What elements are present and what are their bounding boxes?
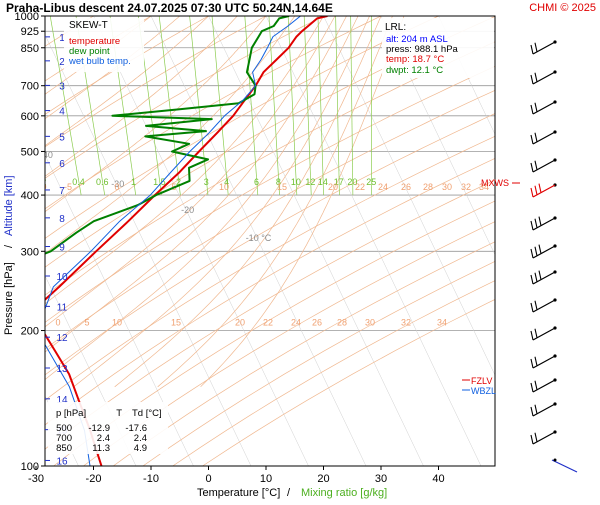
altitude-tick-label: 9 bbox=[59, 243, 65, 254]
mixing-ratio-label: 0.4 bbox=[72, 177, 85, 187]
altitude-tick-label: 5 bbox=[59, 132, 65, 143]
moist-adiabat-label: 5 bbox=[84, 318, 89, 328]
mixing-ratio-label: 6 bbox=[254, 177, 259, 187]
moist-adiabat-label: 10 bbox=[112, 318, 122, 328]
moist-adiabat-label: 28 bbox=[423, 182, 433, 192]
moist-adiabat-label: 0 bbox=[55, 318, 60, 328]
mixing-ratio-label: 14 bbox=[318, 177, 328, 187]
moist-adiabat-label: 22 bbox=[263, 318, 273, 328]
moist-adiabat-label: 32 bbox=[461, 182, 471, 192]
mixing-ratio-label: 25 bbox=[366, 177, 376, 187]
moist-adiabat-label: 28 bbox=[337, 318, 347, 328]
lrl-temperature: temp: 18.7 °C bbox=[386, 54, 444, 65]
x-tick-label: 0 bbox=[205, 473, 211, 485]
lrl-info-box: LRL: alt: 204 m ASL press: 988.1 hPa tem… bbox=[382, 18, 494, 78]
moist-adiabat-label: 24 bbox=[291, 318, 301, 328]
moist-adiabat-label: 24 bbox=[378, 182, 388, 192]
altitude-tick-label: 6 bbox=[59, 159, 65, 170]
altitude-tick-label: 13 bbox=[56, 364, 68, 375]
mixing-ratio-label: 12 bbox=[305, 177, 315, 187]
altitude-tick-label: 4 bbox=[59, 107, 65, 118]
moist-adiabat-label: 10 bbox=[219, 182, 229, 192]
pressure-tick-label: 200 bbox=[21, 326, 39, 338]
table-header-td: Td [°C] bbox=[132, 408, 162, 419]
svg-text:FZLV: FZLV bbox=[471, 376, 492, 386]
pressure-tick-label: 600 bbox=[21, 111, 39, 123]
altitude-tick-label: 8 bbox=[59, 214, 65, 225]
mixing-ratio-label: 3 bbox=[204, 177, 209, 187]
x-tick-label: -20 bbox=[86, 473, 102, 485]
y-axis-label-altitude: Altitude [km] bbox=[3, 175, 15, 236]
svg-text:11.3: 11.3 bbox=[92, 443, 110, 454]
pressure-tick-label: 850 bbox=[21, 43, 39, 55]
legend: SKEW-T temperature dew point wet bulb te… bbox=[64, 18, 144, 72]
moist-adiabat-label: 30 bbox=[365, 318, 375, 328]
altitude-tick-label: 7 bbox=[59, 186, 65, 197]
x-axis-label: Temperature [°C] bbox=[197, 487, 280, 499]
legend-title: SKEW-T bbox=[69, 20, 108, 31]
moist-adiabat-label: 26 bbox=[401, 182, 411, 192]
svg-text:WBZL: WBZL bbox=[471, 386, 496, 396]
x-tick-label: 10 bbox=[260, 473, 272, 485]
pressure-tick-label: 925 bbox=[21, 26, 39, 38]
moist-adiabat-label: 15 bbox=[171, 318, 181, 328]
pressure-tick-label: 100 bbox=[21, 461, 39, 473]
altitude-tick-label: 10 bbox=[56, 272, 68, 283]
altitude-tick-label: 11 bbox=[57, 302, 68, 313]
moist-adiabat-label: 22 bbox=[355, 182, 365, 192]
x-tick-label: 40 bbox=[432, 473, 444, 485]
legend-item-wetbulb: wet bulb temp. bbox=[68, 56, 131, 67]
svg-text:MXWS: MXWS bbox=[481, 178, 509, 188]
moist-adiabat-label: 26 bbox=[312, 318, 322, 328]
pressure-tick-label: 1000 bbox=[15, 11, 39, 23]
x-tick-label: 20 bbox=[317, 473, 329, 485]
dry-adiabat-label: -20 bbox=[181, 205, 194, 215]
moist-adiabat-label: 20 bbox=[328, 182, 338, 192]
lrl-title: LRL: bbox=[385, 22, 406, 33]
credit-text: CHMI © 2025 bbox=[529, 2, 596, 14]
table-header-pressure: p [hPa] bbox=[56, 408, 86, 419]
moist-adiabat-label: 15 bbox=[277, 182, 287, 192]
moist-adiabat-label: 34 bbox=[437, 318, 447, 328]
moist-adiabat-label: 0 bbox=[114, 182, 119, 192]
mixing-ratio-label: 10 bbox=[291, 177, 301, 187]
moist-adiabat-label: 20 bbox=[235, 318, 245, 328]
table-row: 850 11.3 4.9 bbox=[56, 443, 147, 454]
svg-text:4.9: 4.9 bbox=[134, 443, 147, 454]
pressure-tick-label: 300 bbox=[21, 246, 39, 258]
pressure-tick-label: 700 bbox=[21, 81, 39, 93]
data-table: p [hPa] T Td [°C] 500 -12.9 -17.6 700 2.… bbox=[48, 402, 168, 454]
moist-adiabat-label: -5 bbox=[64, 182, 72, 192]
moist-adiabat-label: 30 bbox=[442, 182, 452, 192]
altitude-tick-label: 3 bbox=[59, 81, 65, 92]
pressure-tick-label: 500 bbox=[21, 146, 39, 158]
lrl-dewpoint: dwpt: 12.1 °C bbox=[386, 65, 443, 76]
x-tick-label: -10 bbox=[143, 473, 159, 485]
x-axis-label-mixing: Mixing ratio [g/kg] bbox=[301, 487, 387, 499]
dry-adiabat-label: -10 °C bbox=[246, 233, 272, 243]
mixing-ratio-label: 1 bbox=[131, 177, 136, 187]
chart-title: Praha-Libus descent 24.07.2025 07:30 UTC… bbox=[6, 1, 333, 15]
svg-text:850: 850 bbox=[56, 443, 72, 454]
mixing-ratio-label: 0.6 bbox=[96, 177, 109, 187]
moist-adiabat-label: 32 bbox=[401, 318, 411, 328]
table-header-t: T bbox=[116, 408, 122, 419]
x-tick-label: -30 bbox=[28, 473, 44, 485]
altitude-tick-label: 16 bbox=[56, 456, 68, 467]
y-axis-label-pressure: Pressure [hPa] bbox=[3, 262, 15, 335]
pressure-tick-label: 400 bbox=[21, 190, 39, 202]
altitude-tick-label: 12 bbox=[56, 333, 68, 344]
x-tick-label: 30 bbox=[375, 473, 387, 485]
